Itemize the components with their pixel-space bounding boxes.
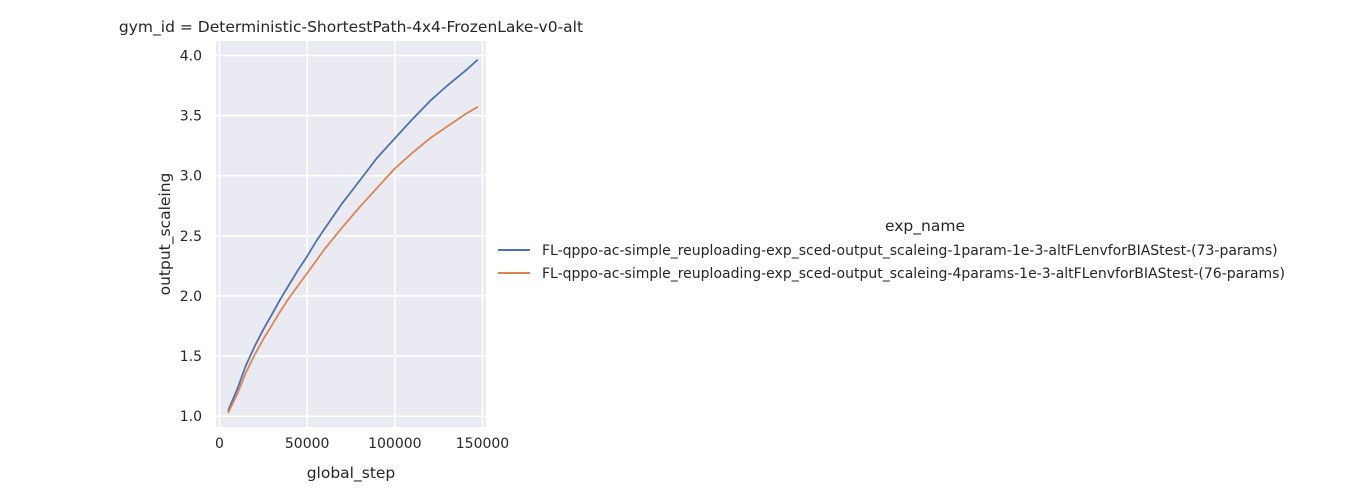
grid-lines [216, 41, 486, 427]
y-tick-label: 3.0 [180, 169, 202, 185]
y-tick-label: 3.5 [180, 109, 202, 125]
plot-background [216, 41, 486, 427]
x-axis-label: global_step [307, 464, 396, 483]
y-tick-label: 2.0 [180, 289, 202, 305]
x-tick-label: 0 [215, 436, 224, 452]
x-tick-labels: 0 50000 100000 150000 [215, 436, 509, 452]
legend-label-series-2: FL-qppo-ac-simple_reuploading-exp_sced-o… [542, 266, 1285, 282]
series-line-1 [227, 59, 479, 412]
x-tick-label: 150000 [456, 436, 509, 452]
legend-label-series-1: FL-qppo-ac-simple_reuploading-exp_sced-o… [542, 243, 1278, 259]
y-tick-label: 1.5 [180, 349, 202, 365]
y-tick-labels: 1.0 1.5 2.0 2.5 3.0 3.5 4.0 [180, 48, 202, 425]
y-tick-label: 4.0 [180, 48, 202, 64]
legend: exp_name FL-qppo-ac-simple_reuploading-e… [498, 217, 1285, 282]
series-lines [227, 59, 479, 414]
legend-title: exp_name [885, 217, 965, 236]
series-line-2 [227, 106, 479, 414]
x-tick-label: 50000 [285, 436, 330, 452]
y-tick-label: 1.0 [180, 409, 202, 425]
y-axis-label: output_scaleing [156, 173, 175, 296]
x-tick-label: 100000 [368, 436, 421, 452]
y-tick-label: 2.5 [180, 229, 202, 245]
panel-title: gym_id = Deterministic-ShortestPath-4x4-… [119, 18, 583, 37]
